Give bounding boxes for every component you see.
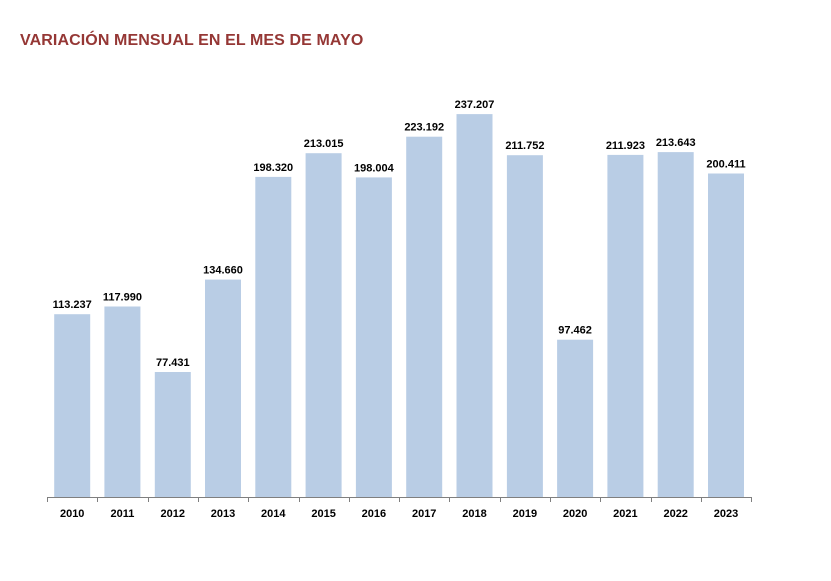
data-label-2019: 211.752 — [505, 140, 544, 152]
x-tick-label-2011: 2011 — [110, 508, 134, 520]
bar-2010 — [54, 314, 91, 497]
bar-2019 — [506, 155, 543, 497]
data-label-2023: 200.411 — [706, 159, 745, 171]
bar-2014 — [255, 176, 292, 497]
bar-2015 — [305, 153, 342, 497]
data-label-2017: 223.192 — [404, 122, 444, 134]
bar-2022 — [657, 152, 694, 497]
bar-2012 — [154, 372, 191, 497]
x-tick-label-2017: 2017 — [412, 508, 436, 520]
bar-2023 — [708, 173, 744, 497]
bar-2017 — [406, 136, 443, 497]
x-tick-label-2020: 2020 — [563, 508, 587, 520]
x-tick-label-2022: 2022 — [663, 508, 687, 520]
x-tick-label-2016: 2016 — [362, 508, 386, 520]
data-label-2011: 117.990 — [103, 292, 142, 304]
data-label-2022: 213.643 — [656, 137, 696, 149]
data-label-2010: 113.237 — [53, 299, 92, 311]
data-label-2014: 198.320 — [253, 162, 293, 174]
x-tick-label-2013: 2013 — [211, 508, 235, 520]
bars-group — [54, 114, 744, 497]
bar-2011 — [104, 306, 141, 497]
data-label-2018: 237.207 — [455, 99, 495, 111]
x-axis: 2010 2011 2012 2013 2014 2015 2016 2017 2018 2019… — [47, 497, 752, 520]
x-tick-label-2021: 2021 — [613, 508, 637, 520]
x-tick-label-2019: 2019 — [513, 508, 537, 520]
chart-title: VARIACIÓN MENSUAL EN EL MES DE MAYO — [20, 32, 364, 49]
data-label-2020: 97.462 — [558, 325, 592, 337]
data-label-2015: 213.015 — [304, 138, 344, 150]
x-tick-label-2012: 2012 — [161, 508, 185, 520]
data-label-2012: 77.431 — [156, 357, 190, 369]
x-tick-label-2015: 2015 — [311, 508, 335, 520]
bar-2021 — [607, 154, 644, 497]
x-tick-label-2014: 2014 — [261, 508, 286, 520]
x-tick-label-2023: 2023 — [714, 508, 738, 520]
data-label-2021: 211.923 — [606, 140, 645, 152]
bar-2013 — [205, 279, 241, 497]
bar-2018 — [456, 114, 493, 497]
x-tick-label-2010: 2010 — [60, 508, 84, 520]
x-tick-label-2018: 2018 — [462, 508, 486, 520]
data-label-2013: 134.660 — [203, 265, 243, 277]
bar-2016 — [355, 177, 392, 497]
data-label-2016: 198.004 — [354, 162, 395, 174]
data-labels-group: 113.237 117.990 77.431 134.660 198.320 213.01… — [53, 99, 746, 369]
bar-2020 — [557, 339, 594, 497]
